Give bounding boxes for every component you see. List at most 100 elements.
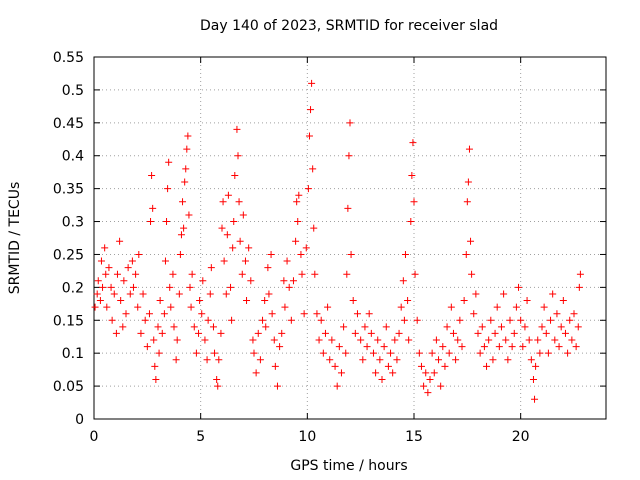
data-point	[372, 369, 380, 377]
data-point	[313, 310, 321, 318]
data-point	[523, 297, 531, 305]
data-point	[124, 264, 132, 272]
data-point	[278, 329, 286, 337]
x-tick-label: 20	[512, 429, 530, 445]
data-point	[525, 336, 533, 344]
data-point	[137, 329, 145, 337]
data-point	[415, 349, 423, 357]
data-point	[540, 303, 548, 311]
data-point	[302, 244, 310, 252]
data-point	[107, 283, 115, 291]
data-point	[502, 336, 510, 344]
data-point	[315, 336, 323, 344]
data-point	[183, 145, 191, 153]
data-point	[441, 362, 449, 370]
data-point	[411, 270, 419, 278]
data-point	[267, 250, 275, 258]
data-point	[99, 283, 107, 291]
data-point	[94, 277, 102, 285]
data-point	[192, 349, 200, 357]
data-point	[361, 323, 369, 331]
data-point	[470, 310, 478, 318]
x-tick-label: 15	[405, 429, 423, 445]
data-point	[378, 376, 386, 384]
data-point	[163, 218, 171, 226]
data-point	[485, 336, 493, 344]
data-point	[335, 343, 343, 351]
data-point	[120, 277, 128, 285]
data-point	[165, 158, 173, 166]
data-point	[404, 297, 412, 305]
data-point	[156, 297, 164, 305]
data-point	[249, 336, 257, 344]
data-point	[203, 356, 211, 364]
y-tick-label: 0.35	[53, 182, 84, 198]
data-point	[147, 218, 155, 226]
data-point	[294, 218, 302, 226]
data-point	[177, 231, 185, 239]
data-point	[195, 329, 203, 337]
data-point	[439, 343, 447, 351]
data-point	[158, 329, 166, 337]
y-tick-label: 0.15	[53, 313, 84, 329]
data-point	[243, 297, 251, 305]
data-point	[472, 290, 480, 298]
data-point	[337, 369, 345, 377]
data-point	[96, 297, 104, 305]
data-point	[422, 369, 430, 377]
data-point	[515, 283, 523, 291]
x-tick-label: 0	[90, 429, 99, 445]
data-point	[91, 303, 99, 311]
data-point	[256, 356, 264, 364]
data-point	[134, 303, 142, 311]
data-point	[532, 362, 540, 370]
data-point	[261, 297, 269, 305]
data-point	[333, 382, 341, 390]
data-point	[310, 224, 318, 232]
data-point	[292, 237, 300, 245]
data-point	[462, 250, 470, 258]
data-point	[297, 250, 305, 258]
data-points	[91, 79, 584, 403]
data-point	[179, 198, 187, 206]
data-point	[154, 323, 162, 331]
data-point	[566, 316, 574, 324]
axis-ticks: 0 0.05 0.1 0.15 0.2 0.25 0.3 0.35 0.4 0.45 0.5 0.55…	[53, 50, 606, 445]
data-point	[188, 270, 196, 278]
data-point	[407, 218, 415, 226]
data-point	[417, 362, 425, 370]
data-point	[464, 178, 472, 186]
data-point	[262, 323, 270, 331]
y-tick-label: 0.45	[53, 116, 84, 132]
x-tick-label: 10	[298, 429, 316, 445]
data-point	[139, 290, 147, 298]
data-point	[389, 369, 397, 377]
data-point	[215, 356, 223, 364]
data-point	[164, 185, 172, 193]
data-point	[458, 343, 466, 351]
data-point	[413, 316, 421, 324]
data-point	[445, 349, 453, 357]
data-point	[410, 198, 418, 206]
data-point	[570, 310, 578, 318]
data-point	[382, 323, 390, 331]
data-point	[504, 356, 512, 364]
data-point	[97, 257, 105, 265]
data-point	[223, 231, 231, 239]
y-tick-label: 0.5	[62, 83, 84, 99]
data-point	[209, 323, 217, 331]
data-point	[551, 336, 559, 344]
data-point	[343, 270, 351, 278]
data-point	[190, 323, 198, 331]
data-point	[397, 303, 405, 311]
data-point	[555, 343, 563, 351]
data-point	[175, 290, 183, 298]
data-point	[230, 218, 238, 226]
data-point	[547, 316, 555, 324]
data-point	[236, 237, 244, 245]
data-point	[287, 316, 295, 324]
data-point	[252, 369, 260, 377]
data-point	[108, 316, 116, 324]
data-point	[254, 329, 262, 337]
data-point	[529, 376, 537, 384]
